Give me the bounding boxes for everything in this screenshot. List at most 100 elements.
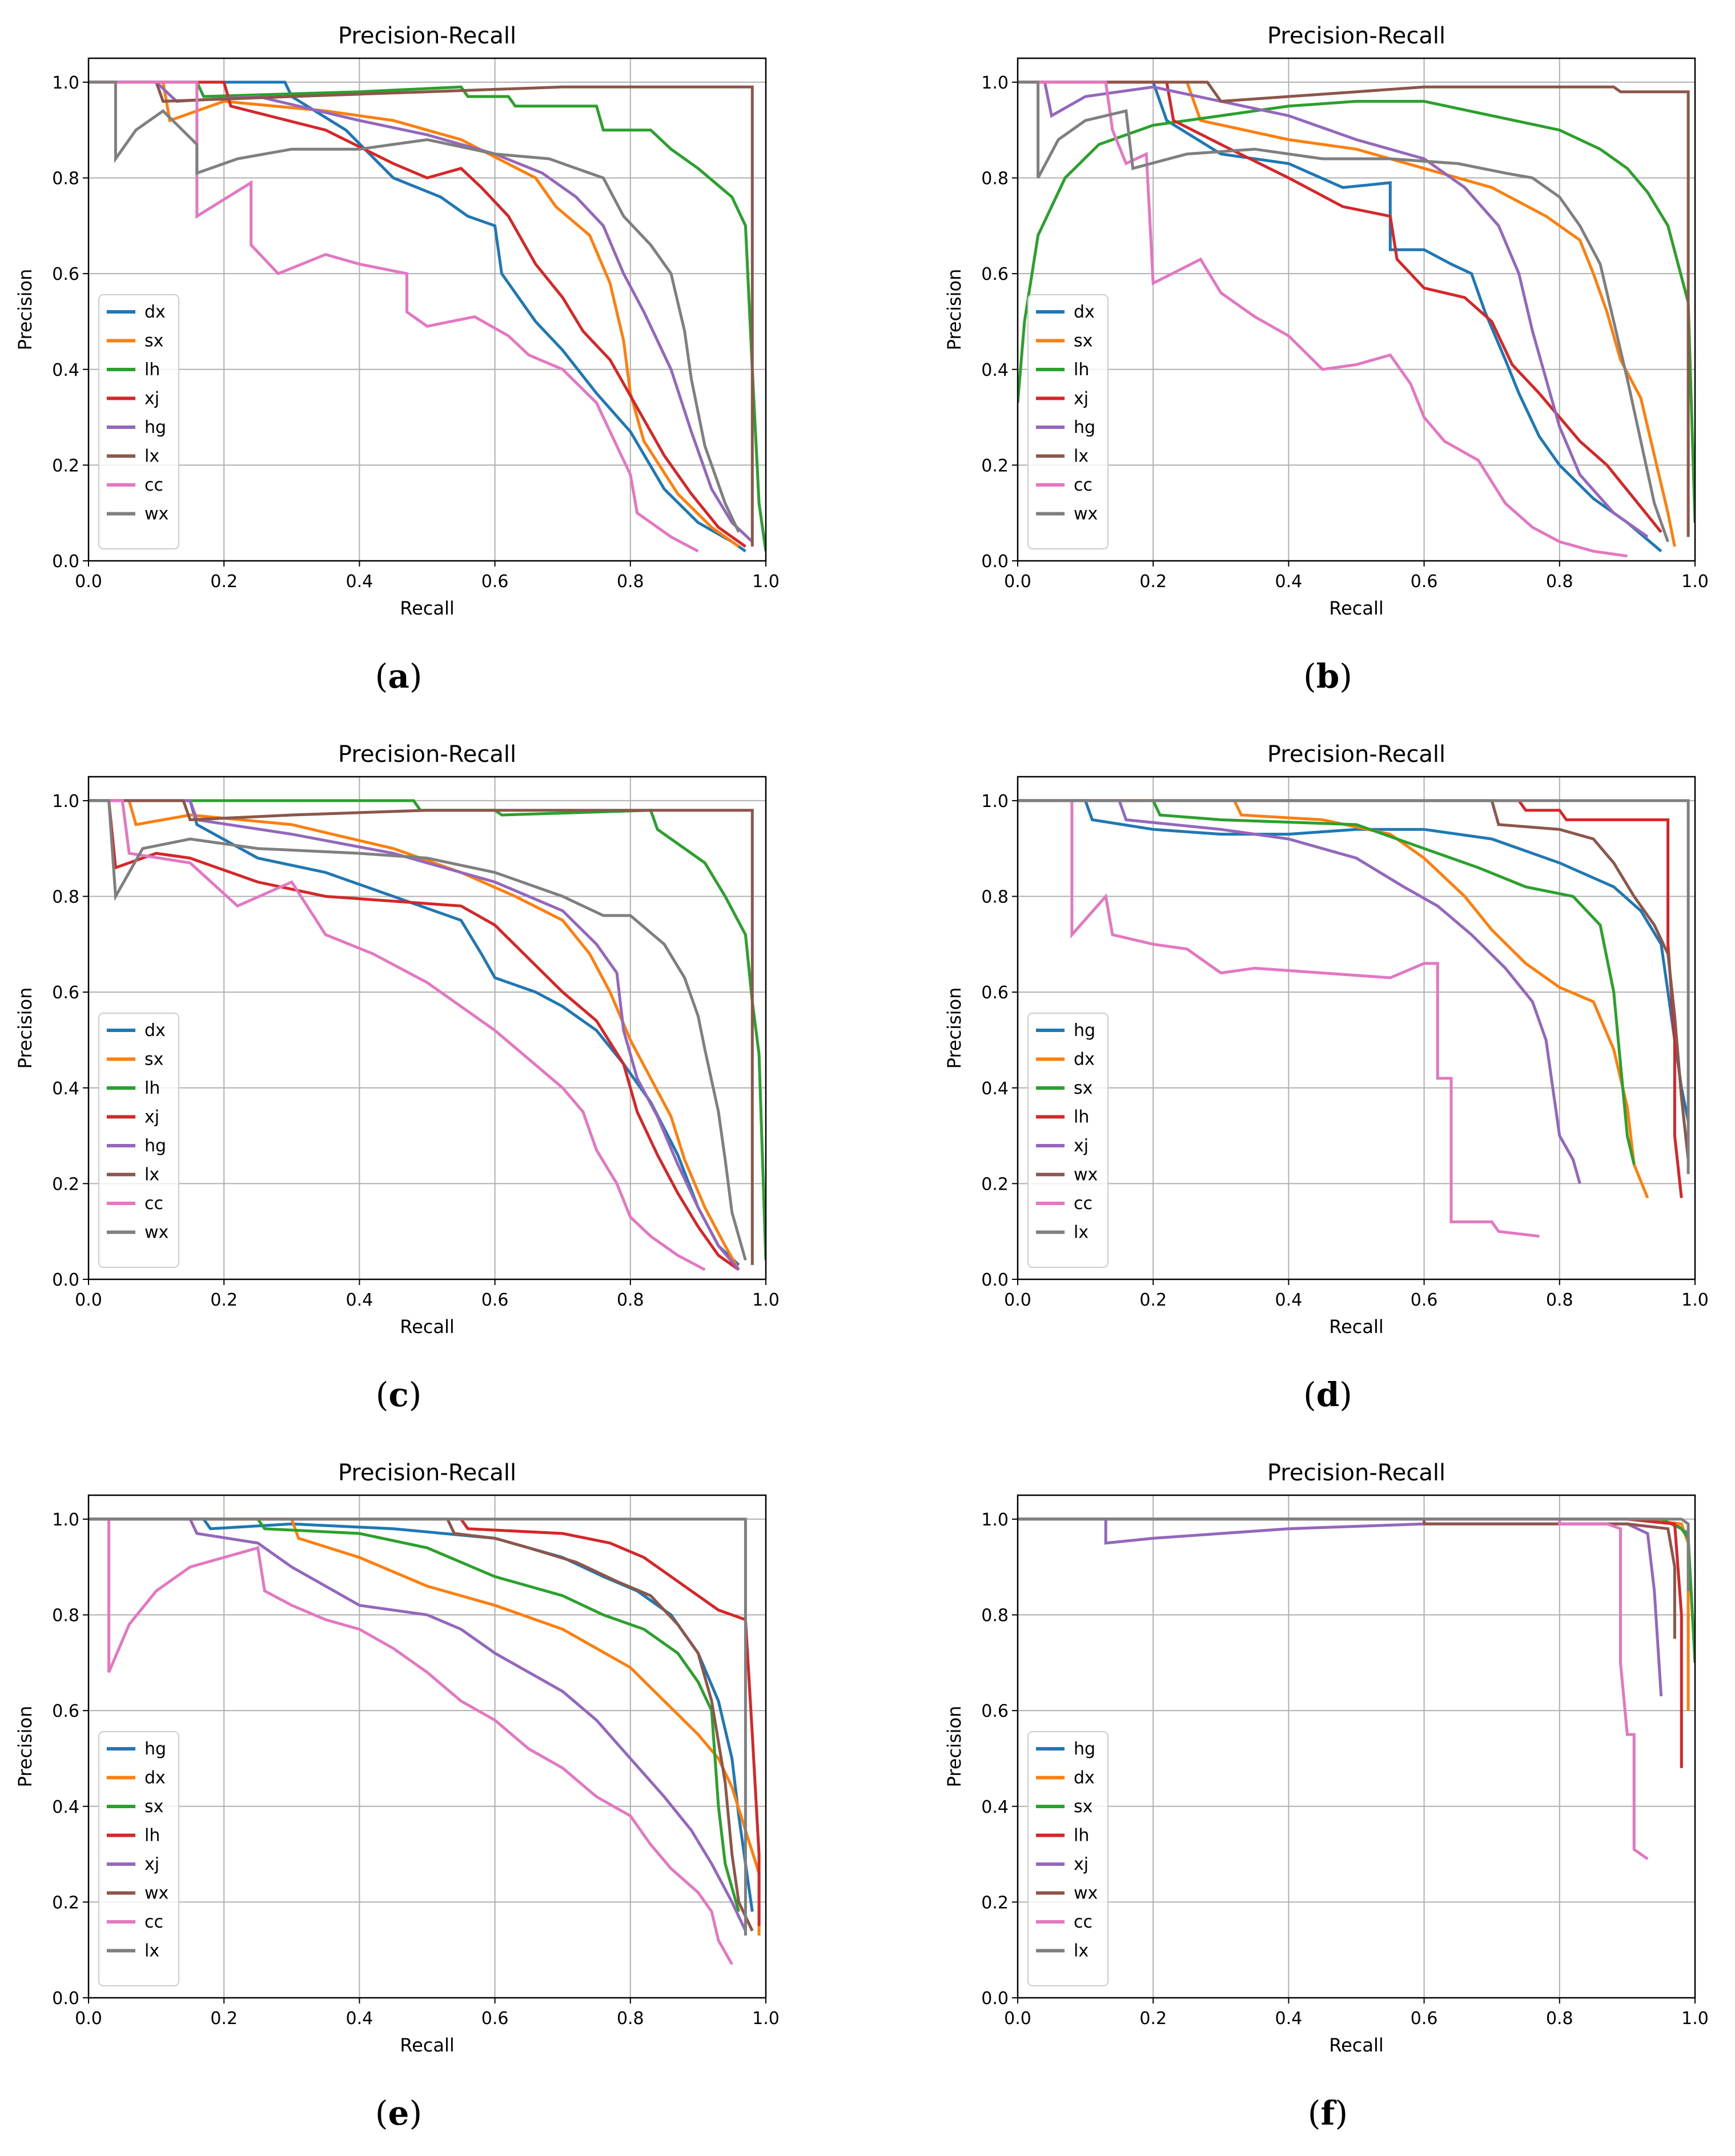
chart-title: Precision-Recall xyxy=(1267,23,1445,49)
x-tick-label: 0.8 xyxy=(617,1290,644,1310)
y-tick-label: 0.6 xyxy=(981,1701,1009,1721)
legend-label-xj: xj xyxy=(144,1854,159,1874)
y-axis-label: Precision xyxy=(943,1706,965,1788)
y-tick-label: 0.8 xyxy=(981,1606,1009,1626)
plot-frame xyxy=(1017,1494,1696,1999)
y-tick-label: 0.4 xyxy=(981,360,1009,380)
y-tick-label: 0.2 xyxy=(981,1174,1009,1194)
series-line-lx xyxy=(89,799,754,1265)
series-line-sx xyxy=(1018,81,1676,547)
legend-label-wx: wx xyxy=(144,504,168,524)
series-line-hg xyxy=(89,799,740,1271)
x-tick-label: 0.0 xyxy=(1004,2009,1031,2029)
series-line-dx xyxy=(89,799,740,1266)
plot-frame xyxy=(1017,57,1696,562)
plot-frame xyxy=(87,776,767,1280)
legend-label-sx: sx xyxy=(1074,331,1093,351)
x-axis-label: Recall xyxy=(400,1316,454,1338)
series-line-lh xyxy=(89,81,766,552)
legend-label-lx: lx xyxy=(144,1165,159,1185)
y-tick-label: 0.6 xyxy=(52,264,79,284)
y-axis-label: Precision xyxy=(14,1706,36,1788)
x-axis-label: Recall xyxy=(1329,1316,1383,1338)
x-tick-label: 0.2 xyxy=(1139,1290,1167,1310)
plot-frame xyxy=(1017,776,1696,1280)
series-line-lx xyxy=(1018,1517,1690,1591)
series-line-lh xyxy=(1018,99,1695,523)
legend: hg dx sx lh xj wx cc lx xyxy=(1027,1013,1109,1268)
y-tick-label: 0.8 xyxy=(981,888,1009,908)
x-tick-label: 0.0 xyxy=(1004,1290,1031,1310)
legend-label-hg: hg xyxy=(144,1739,166,1759)
legend-label-sx: sx xyxy=(1074,1078,1093,1098)
x-tick-label: 0.6 xyxy=(1411,1290,1438,1310)
panel-label: (d) xyxy=(1303,1375,1352,1414)
y-tick-label: 0.2 xyxy=(981,456,1009,476)
y-tick-label: 0.6 xyxy=(981,264,1009,284)
series-line-lh xyxy=(89,1517,761,1926)
y-tick-label: 1.0 xyxy=(52,792,79,812)
x-tick-label: 0.8 xyxy=(617,2009,644,2029)
series-line-hg xyxy=(1018,799,1690,1122)
y-tick-label: 0.2 xyxy=(52,1174,79,1194)
legend-label-wx: wx xyxy=(144,1223,168,1243)
panel-label: (f) xyxy=(1308,2094,1348,2133)
x-tick-label: 0.8 xyxy=(617,572,644,592)
series-line-hg xyxy=(1018,81,1649,539)
legend-label-cc: cc xyxy=(144,475,163,495)
legend-box xyxy=(1027,1013,1109,1268)
chart-panel-c: Precision-Recall 0.00.0 0.2 0.2 0.4 0.4 0.6 0.6… xyxy=(14,741,780,1414)
legend: dx sx lh xj hg lx cc wx xyxy=(1027,294,1109,549)
series-line-lh xyxy=(89,799,766,1260)
x-tick-label: 0.4 xyxy=(346,2009,373,2029)
y-tick-label: 1.0 xyxy=(981,792,1009,812)
series-line-lx xyxy=(89,81,754,547)
y-tick-label: 0.8 xyxy=(52,169,79,189)
series-line-hg xyxy=(1018,1517,1690,1639)
series-line-xj xyxy=(1018,1517,1663,1697)
legend-label-sx: sx xyxy=(144,331,163,351)
x-tick-label: 0.4 xyxy=(1275,2009,1303,2029)
chart-panel-a: Precision-Recall 0.00.0 0.2 0.2 0.4 0.4 0.6 0.6… xyxy=(14,23,780,696)
legend-label-sx: sx xyxy=(144,1797,163,1817)
y-tick-label: 0.4 xyxy=(52,1797,79,1817)
chart-title: Precision-Recall xyxy=(1267,741,1445,768)
x-axis-label: Recall xyxy=(1329,2034,1383,2056)
x-tick-label: 0.6 xyxy=(1411,2009,1438,2029)
series-line-cc xyxy=(1018,81,1628,558)
y-tick-label: 1.0 xyxy=(981,73,1009,93)
x-tick-label: 0.4 xyxy=(1275,1290,1303,1310)
x-tick-label: 1.0 xyxy=(752,572,780,592)
legend: hg dx sx lh xj wx cc lx xyxy=(1027,1731,1109,1986)
series-line-hg xyxy=(89,1517,754,1912)
series-line-wx xyxy=(89,81,740,533)
y-tick-label: 0.8 xyxy=(981,169,1009,189)
series-line-xj xyxy=(89,799,740,1271)
series-line-lx xyxy=(89,1517,747,1936)
legend-label-dx: dx xyxy=(1074,1768,1095,1788)
legend-label-dx: dx xyxy=(144,1768,166,1788)
x-tick-label: 0.6 xyxy=(1411,572,1438,592)
y-axis-label: Precision xyxy=(943,987,965,1069)
panel-label: (a) xyxy=(375,657,423,696)
legend-label-lx: lx xyxy=(1074,1941,1089,1961)
x-tick-label: 0.0 xyxy=(75,1290,102,1310)
y-tick-label: 0.2 xyxy=(981,1893,1009,1913)
series-line-wx xyxy=(1018,1517,1676,1639)
series-line-xj xyxy=(89,81,746,548)
x-tick-label: 0.0 xyxy=(1004,572,1031,592)
legend-label-lh: lh xyxy=(144,1826,160,1846)
series-line-cc xyxy=(107,1519,733,1965)
legend-label-cc: cc xyxy=(1074,475,1093,495)
x-tick-label: 0.2 xyxy=(210,1290,238,1310)
x-tick-label: 0.2 xyxy=(1139,2009,1167,2029)
y-tick-label: 0.0 xyxy=(981,552,1009,572)
legend-label-wx: wx xyxy=(1074,1165,1098,1185)
x-axis-label: Recall xyxy=(400,597,454,619)
x-tick-label: 0.0 xyxy=(75,572,102,592)
y-tick-label: 0.0 xyxy=(52,1989,79,2009)
series-line-xj xyxy=(1018,799,1581,1185)
legend: dx sx lh xj hg lx cc wx xyxy=(98,1013,179,1268)
series-line-sx xyxy=(89,1517,741,1912)
series-line-xj xyxy=(1018,81,1662,533)
